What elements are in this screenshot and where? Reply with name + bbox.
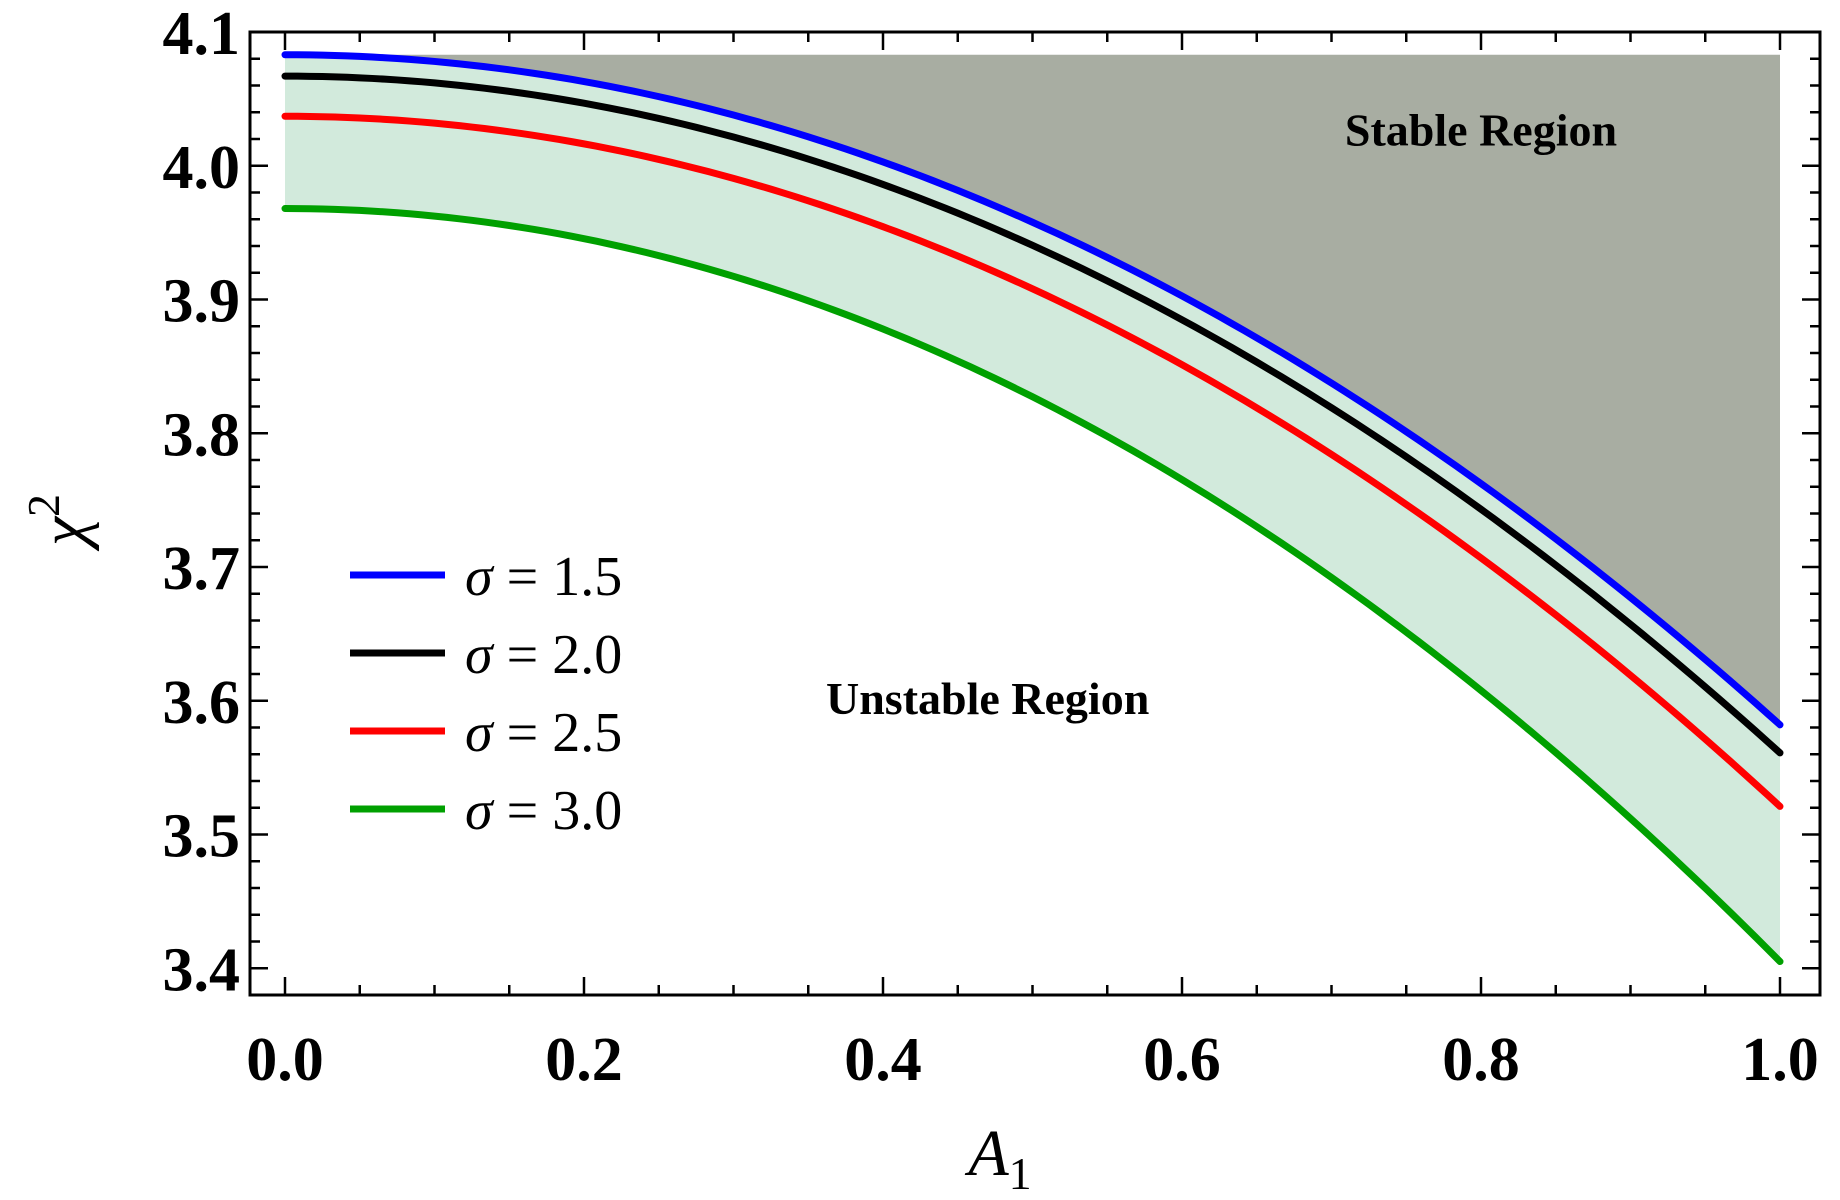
x-tick-label: 0.4 <box>844 1026 922 1094</box>
x-tick-label: 0.8 <box>1442 1026 1520 1094</box>
legend-label: σ = 2.0 <box>465 624 622 686</box>
x-axis-label-sub: 1 <box>1009 1148 1032 1199</box>
y-axis-label: χ2 <box>18 494 100 552</box>
legend-item: σ = 1.5 <box>350 546 622 608</box>
y-tick-label: 4.0 <box>163 134 241 202</box>
legend-value: 2.5 <box>552 702 622 764</box>
x-axis-label: A1 <box>964 1117 1031 1199</box>
stable-region-label: Stable Region <box>1345 105 1617 156</box>
y-tick-label: 3.4 <box>163 936 241 1004</box>
legend-equals: = <box>493 546 553 608</box>
y-tick-label: 3.7 <box>163 535 241 603</box>
y-axis-label-sup: 2 <box>18 494 69 517</box>
legend-sigma: σ <box>465 780 495 842</box>
series-layer <box>281 51 1784 966</box>
series-line-2 <box>281 72 1784 757</box>
x-tick-label: 0.2 <box>545 1026 623 1094</box>
legend-value: 3.0 <box>552 780 622 842</box>
stable-region-fill <box>285 54 1780 725</box>
y-tick-label: 3.5 <box>163 803 241 871</box>
y-tick-label: 3.8 <box>163 401 241 469</box>
y-tick-label: 3.6 <box>163 669 241 737</box>
annotations-layer: Stable Region Unstable Region <box>826 105 1617 724</box>
axis-labels: A1 χ2 <box>18 494 1032 1199</box>
legend-value: 2.0 <box>552 624 622 686</box>
legend-item: σ = 2.5 <box>350 702 622 764</box>
x-tick-label: 0.6 <box>1143 1026 1221 1094</box>
legend-label: σ = 3.0 <box>465 780 622 842</box>
legend: σ = 1.5σ = 2.0σ = 2.5σ = 3.0 <box>350 546 622 842</box>
series-line-4 <box>281 205 1784 966</box>
unstable-region-label: Unstable Region <box>826 673 1149 724</box>
legend-equals: = <box>493 702 553 764</box>
legend-label: σ = 2.5 <box>465 702 622 764</box>
legend-item: σ = 3.0 <box>350 780 622 842</box>
legend-equals: = <box>493 624 553 686</box>
y-tick-label: 4.1 <box>163 0 241 68</box>
legend-value: 1.5 <box>552 546 622 608</box>
series-line-1 <box>281 51 1784 729</box>
legend-sigma: σ <box>465 546 495 608</box>
ticks-layer: 0.0 0.2 0.4 0.6 0.8 1.0 3.4 3.5 3.6 3.7 3.8 3.9 4.0 4… <box>163 0 1820 1094</box>
series-line-3 <box>281 112 1784 810</box>
x-axis-label-main: A <box>964 1117 1009 1190</box>
x-tick-label: 0.0 <box>246 1026 324 1094</box>
y-tick-label: 3.9 <box>163 268 241 336</box>
y-axis-label-main: χ <box>27 515 100 552</box>
legend-label: σ = 1.5 <box>465 546 622 608</box>
x-tick-label: 1.0 <box>1741 1026 1819 1094</box>
legend-sigma: σ <box>465 702 495 764</box>
legend-equals: = <box>493 780 553 842</box>
legend-item: σ = 2.0 <box>350 624 622 686</box>
legend-sigma: σ <box>465 624 495 686</box>
